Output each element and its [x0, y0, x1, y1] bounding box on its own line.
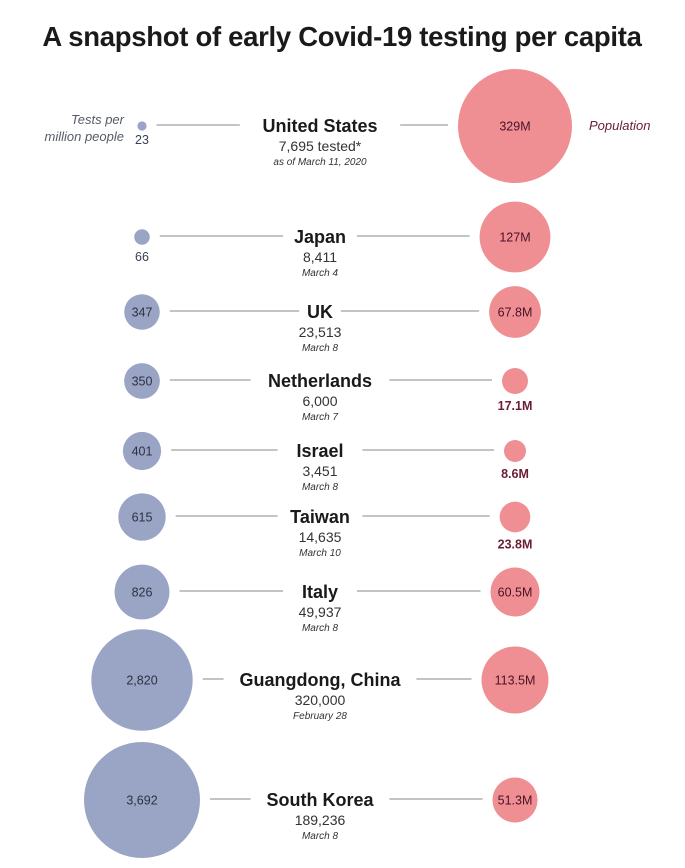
tests-count: 23,513	[299, 324, 342, 340]
tests-value-label: 615	[132, 511, 153, 525]
chart-rows: 23 329M United States 7,695 tested* as of Ma…	[84, 69, 572, 858]
chart-title: A snapshot of early Covid-19 testing per…	[42, 21, 642, 52]
tests-value-label: 350	[132, 375, 153, 389]
test-date: March 8	[302, 343, 339, 354]
population-bubble-taiwan	[499, 501, 531, 533]
population-value-label: 329M	[499, 120, 530, 134]
tests-value-label: 401	[132, 445, 153, 459]
population-bubble-united-states	[458, 69, 572, 183]
tests-value-label: 3,692	[126, 794, 157, 808]
country-name: South Korea	[266, 790, 374, 810]
population-value-label: 113.5M	[495, 674, 536, 688]
tests-count: 320,000	[295, 692, 346, 708]
country-name: UK	[307, 302, 333, 322]
tests-bubble-israel	[122, 431, 162, 471]
population-bubble-guangdong-china	[481, 646, 549, 714]
population-bubble-israel	[504, 440, 526, 462]
tests-count: 6,000	[302, 393, 337, 409]
country-name: Guangdong, China	[240, 670, 402, 690]
tests-value-label: 66	[135, 250, 149, 264]
tests-value-label: 23	[135, 133, 149, 147]
country-name: Japan	[294, 227, 346, 247]
tests-count: 8,411	[303, 249, 337, 265]
test-date: March 8	[302, 831, 339, 842]
test-date: March 8	[302, 482, 339, 493]
tests-bubble-netherlands	[124, 363, 160, 399]
test-date: as of March 11, 2020	[273, 157, 367, 168]
test-date: March 4	[302, 268, 339, 279]
population-value-label: 60.5M	[498, 586, 533, 600]
tests-count: 49,937	[299, 604, 342, 620]
population-value-label: 67.8M	[498, 306, 533, 320]
country-name: United States	[262, 116, 377, 136]
population-bubble-netherlands	[502, 368, 528, 394]
tests-count: 3,451	[302, 463, 337, 479]
tests-bubble-japan	[134, 229, 150, 245]
tests-count: 14,635	[299, 529, 342, 545]
population-value-label: 8.6M	[501, 467, 529, 481]
test-date: March 10	[299, 548, 341, 559]
population-value-label: 23.8M	[498, 537, 533, 551]
tests-value-label: 2,820	[126, 674, 157, 688]
tests-bubble-guangdong-china	[91, 629, 193, 731]
tests-count: 7,695 tested*	[279, 138, 362, 154]
test-date: February 28	[293, 711, 347, 722]
population-value-label: 127M	[499, 231, 530, 245]
population-bubble-uk	[489, 286, 541, 338]
tests-value-label: 347	[132, 306, 153, 320]
country-name: Italy	[302, 582, 338, 602]
tests-axis-label-line1: Tests per	[71, 112, 125, 127]
population-value-label: 51.3M	[498, 794, 533, 808]
population-axis-label: Population	[589, 118, 650, 133]
country-name: Netherlands	[268, 371, 372, 391]
tests-bubble-south-korea	[84, 742, 200, 858]
population-bubble-japan	[479, 201, 551, 273]
population-bubble-italy	[490, 567, 540, 617]
test-date: March 8	[302, 623, 339, 634]
population-value-label: 17.1M	[498, 399, 533, 413]
tests-bubble-taiwan	[118, 493, 166, 541]
country-name: Israel	[296, 441, 343, 461]
population-bubble-south-korea	[492, 777, 538, 823]
tests-bubble-italy	[114, 564, 170, 620]
tests-axis-label-line2: million people	[45, 129, 125, 144]
tests-value-label: 826	[132, 586, 153, 600]
test-date: March 7	[302, 412, 339, 423]
tests-bubble-uk	[124, 294, 160, 330]
tests-bubble-united-states	[137, 121, 147, 131]
country-name: Taiwan	[290, 507, 350, 527]
tests-count: 189,236	[295, 812, 346, 828]
